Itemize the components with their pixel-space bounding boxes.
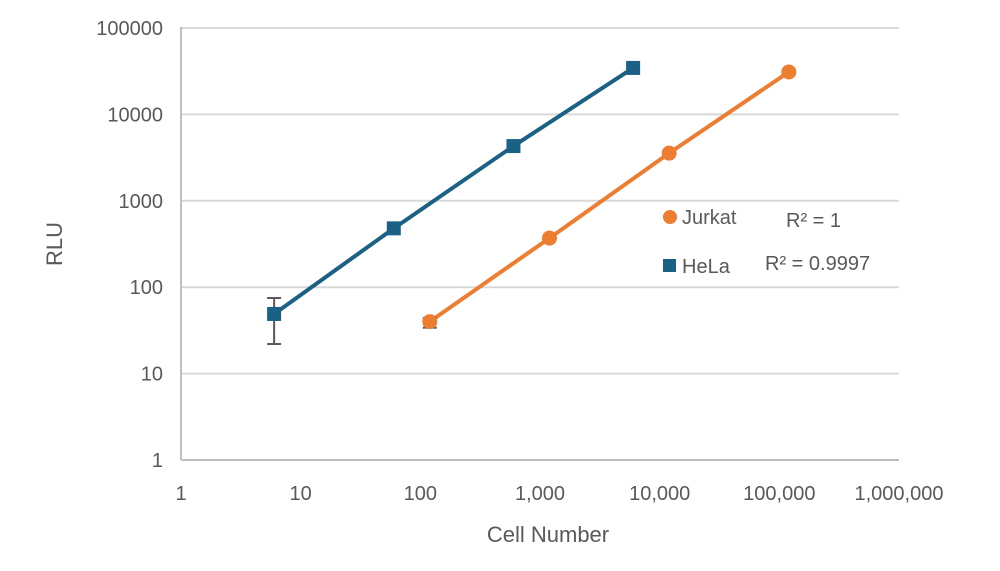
data-point-square: [267, 306, 282, 321]
y-tick-label: 10: [141, 364, 163, 386]
y-axis-title: RLU: [42, 222, 67, 266]
data-point-circle: [781, 64, 797, 80]
x-tick-labels: 1 10 100 1,000 10,000 100,000 1,000,000: [175, 483, 943, 505]
x-tick-label: 100,000: [743, 483, 815, 505]
data-point-circle: [422, 314, 438, 330]
data-point-square: [386, 221, 401, 236]
y-tick-label: 100: [130, 277, 163, 299]
series-hela: [267, 60, 641, 346]
data-point-square: [626, 60, 641, 75]
y-tick-labels: 1 10 100 1000 10000 100000: [96, 18, 163, 472]
y-tick-label: 1: [152, 450, 163, 472]
legend-marker-hela: [663, 259, 676, 272]
series-line: [428, 70, 790, 324]
axes: [180, 27, 899, 461]
gridlines: [181, 27, 899, 375]
x-tick-label: 10: [290, 483, 312, 505]
legend: Jurkat R² = 1 HeLa R² = 0.9997: [663, 207, 870, 278]
series-line: [272, 66, 635, 316]
x-axis-title: Cell Number: [487, 522, 609, 547]
x-tick-label: 1: [175, 483, 186, 505]
legend-r2-hela: R² = 0.9997: [765, 253, 870, 275]
legend-r2-jurkat: R² = 1: [786, 210, 841, 232]
y-tick-label: 100000: [96, 18, 163, 40]
y-tick-label: 10000: [107, 104, 163, 126]
data-point-circle: [541, 230, 557, 246]
data-series: [267, 60, 797, 346]
data-point-circle: [661, 145, 677, 161]
data-point-square: [506, 139, 521, 154]
legend-marker-jurkat: [663, 210, 677, 224]
x-tick-label: 10,000: [629, 483, 690, 505]
legend-label-hela: HeLa: [682, 256, 731, 278]
y-tick-label: 1000: [119, 191, 164, 213]
x-tick-label: 1,000: [515, 483, 565, 505]
legend-label-jurkat: Jurkat: [682, 207, 737, 229]
series-jurkat: [422, 64, 797, 330]
x-tick-label: 100: [404, 483, 437, 505]
x-tick-label: 1,000,000: [855, 483, 944, 505]
